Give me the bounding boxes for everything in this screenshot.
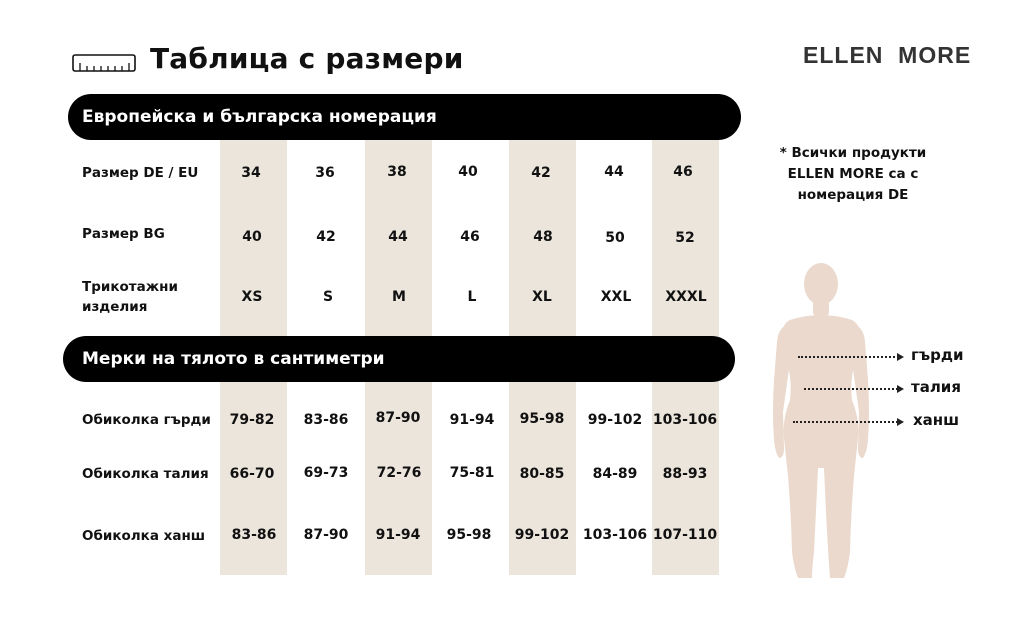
table-cell: S	[322, 289, 334, 305]
ruler-icon	[72, 54, 136, 72]
table-cell: 87-90	[303, 527, 349, 543]
table-cell: 88-93	[662, 466, 708, 482]
table-cell: 42	[316, 229, 336, 245]
table-cell: 80-85	[519, 466, 565, 482]
row-label: Обиколка ханш	[82, 528, 206, 544]
body-silhouette-icon	[773, 263, 869, 578]
table-cell: 69-73	[303, 465, 349, 481]
row-label: Размер DE / EU	[82, 165, 199, 181]
row-label: Размер BG	[82, 226, 165, 242]
table-cell: 95-98	[446, 527, 492, 543]
waist-measure-line	[804, 385, 904, 393]
page-title: Таблица с размери	[150, 42, 464, 75]
table-cell: 103-106	[582, 527, 648, 543]
table-cell: L	[467, 289, 477, 305]
table-cell: 66-70	[229, 466, 275, 482]
row-label: Обиколка гърди	[82, 412, 211, 428]
table-cell: 34	[241, 165, 261, 181]
table-cell: 103-106	[652, 412, 718, 428]
waist-measure-label: талия	[911, 378, 961, 396]
table-cell: 95-98	[519, 411, 565, 427]
table-cell: 72-76	[376, 465, 422, 481]
table-cell: 44	[604, 164, 624, 180]
table-cell: 83-86	[303, 412, 349, 428]
hip-measure-label: ханш	[913, 411, 960, 429]
table-cell: 84-89	[592, 466, 638, 482]
table-cell: 91-94	[375, 527, 421, 543]
table-cell: 40	[242, 229, 262, 245]
table-cell: 46	[460, 229, 480, 245]
hip-measure-line	[793, 418, 904, 426]
table-cell: 75-81	[449, 465, 495, 481]
table-cell: 99-102	[587, 412, 643, 428]
table-cell: 46	[673, 164, 693, 180]
chest-measure-label: гърди	[911, 346, 964, 364]
table-cell: 42	[531, 165, 551, 181]
table-cell: 91-94	[449, 412, 495, 428]
table-cell: 79-82	[229, 412, 275, 428]
table-cell: XXL	[600, 289, 632, 305]
chest-measure-line	[798, 353, 904, 361]
table-cell: M	[392, 289, 406, 305]
brand-logo: ELLEN MORE	[803, 42, 972, 68]
numbering-note: * Всички продукти ELLEN MORE са с номера…	[779, 145, 927, 203]
table-cell: 38	[387, 164, 407, 180]
row-label: Трикотажни изделия	[82, 279, 178, 315]
section-banner-numbering: Европейска и българска номерация	[68, 94, 741, 140]
table-cell: 48	[533, 229, 553, 245]
table-cell: 52	[675, 230, 695, 246]
table-cell: 99-102	[514, 527, 570, 543]
table-cell: 50	[605, 230, 625, 246]
table-cell: XL	[532, 289, 552, 305]
table-cell: XXXL	[665, 289, 707, 305]
table-cell: 44	[388, 229, 408, 245]
table-cell: XS	[241, 289, 263, 305]
section-banner-measurements: Мерки на тялото в сантиметри	[63, 336, 735, 382]
table-cell: 40	[458, 164, 478, 180]
table-cell: 83-86	[231, 527, 277, 543]
row-label: Обиколка талия	[82, 466, 209, 482]
table-cell: 36	[315, 165, 335, 181]
table-cell: 87-90	[375, 410, 421, 426]
table-cell: 107-110	[652, 527, 718, 543]
